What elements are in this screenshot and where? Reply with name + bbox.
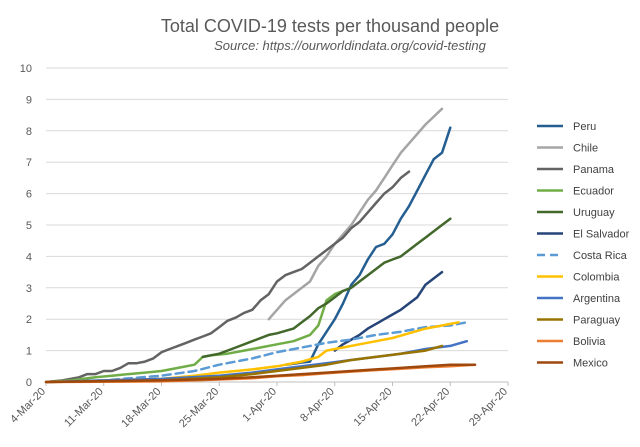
series-line-peru bbox=[284, 126, 452, 366]
y-tick-label: 6 bbox=[26, 189, 32, 201]
gridlines bbox=[46, 67, 508, 383]
legend-label-panama: Panama bbox=[573, 164, 615, 176]
series-line-uruguay bbox=[201, 217, 452, 359]
series-line-el-salvador bbox=[333, 270, 444, 352]
series-line-paraguay bbox=[44, 344, 444, 384]
y-tick-label: 9 bbox=[26, 94, 32, 106]
y-tick-label: 1 bbox=[26, 346, 32, 358]
chart-title: Total COVID-19 tests per thousand people bbox=[161, 16, 499, 36]
y-axis: 0 1 2 3 4 5 6 7 8 9 10 bbox=[20, 63, 32, 389]
y-tick-label: 8 bbox=[26, 126, 32, 138]
legend-label-el-salvador: El Salvador bbox=[573, 229, 630, 241]
y-tick-label: 2 bbox=[26, 314, 32, 326]
x-tick-label: 1-Apr-20 bbox=[240, 386, 279, 425]
legend-label-argentina: Argentina bbox=[573, 293, 621, 305]
legend-label-mexico: Mexico bbox=[573, 358, 608, 370]
x-tick-label: 15-Apr-20 bbox=[352, 386, 395, 429]
x-tick-label: 8-Apr-20 bbox=[298, 386, 337, 425]
legend-label-bolivia: Bolivia bbox=[573, 336, 606, 348]
x-tick-label: 18-Mar-20 bbox=[119, 386, 163, 430]
legend-label-costa-rica: Costa Rica bbox=[573, 250, 628, 262]
y-tick-label: 0 bbox=[26, 377, 32, 389]
legend-label-ecuador: Ecuador bbox=[573, 186, 614, 198]
x-tick-label: 25-Mar-20 bbox=[177, 386, 221, 430]
x-tick-label: 4-Mar-20 bbox=[8, 386, 48, 426]
y-tick-label: 3 bbox=[26, 283, 32, 295]
legend-label-chile: Chile bbox=[573, 143, 598, 155]
y-tick-label: 10 bbox=[20, 63, 32, 75]
series-line-mexico bbox=[44, 363, 477, 384]
x-tick-label: 11-Mar-20 bbox=[62, 386, 106, 430]
x-tick-label: 22-Apr-20 bbox=[409, 386, 452, 429]
y-tick-label: 7 bbox=[26, 157, 32, 169]
series-line-chile bbox=[267, 107, 444, 321]
series-lines bbox=[44, 107, 477, 384]
series-line-costa-rica bbox=[44, 321, 469, 384]
chart-subtitle: Source: https://ourworldindata.org/covid… bbox=[214, 38, 486, 53]
legend-label-peru: Peru bbox=[573, 121, 596, 133]
legend-label-paraguay: Paraguay bbox=[573, 315, 621, 327]
y-tick-label: 5 bbox=[26, 220, 32, 232]
y-tick-label: 4 bbox=[26, 251, 32, 263]
legend-label-colombia: Colombia bbox=[573, 272, 620, 284]
x-tick-label: 29-Apr-20 bbox=[467, 386, 510, 429]
series-line-argentina bbox=[44, 339, 469, 384]
legend-label-uruguay: Uruguay bbox=[573, 207, 615, 219]
x-axis: 4-Mar-20 11-Mar-20 18-Mar-20 25-Mar-20 1-Apr… bbox=[8, 381, 510, 430]
legend: Peru Chile Panama Ecuador Uruguay El Salvador… bbox=[537, 121, 630, 370]
series-line-panama bbox=[44, 170, 411, 384]
